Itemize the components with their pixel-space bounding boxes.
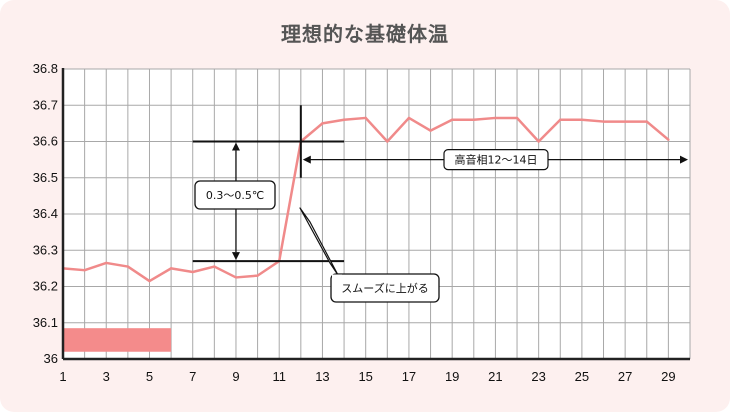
rise-arrow-head-up xyxy=(231,142,240,151)
rise-arrow-head-down xyxy=(231,252,240,261)
period-bar-group xyxy=(63,328,172,352)
data-point xyxy=(342,118,346,121)
rise-label-box xyxy=(194,180,276,210)
data-point xyxy=(148,279,151,283)
x-tick-label: 1 xyxy=(59,369,66,384)
data-point xyxy=(472,118,475,121)
smooth-rise-label: スムーズに上がる xyxy=(341,281,428,295)
x-tick-label: 11 xyxy=(272,369,286,384)
x-tick-label: 19 xyxy=(445,369,459,384)
grid xyxy=(62,68,691,360)
smooth-rise-tail-join xyxy=(332,274,342,279)
data-point xyxy=(537,140,540,143)
y-tick-label: 36.2 xyxy=(33,279,58,294)
data-point xyxy=(105,261,108,265)
data-point xyxy=(407,116,411,120)
x-tick-label: 15 xyxy=(358,369,372,384)
x-tick-label: 23 xyxy=(531,369,545,384)
data-point xyxy=(645,120,648,123)
data-point xyxy=(364,116,367,120)
y-tick-label: 36.5 xyxy=(33,170,58,185)
x-tick-label: 13 xyxy=(315,369,329,384)
data-point xyxy=(667,138,670,141)
data-point xyxy=(602,120,605,123)
data-point xyxy=(321,122,324,125)
data-point xyxy=(126,265,130,268)
high-phase-label: 高音相12〜14日 xyxy=(455,153,538,167)
axes xyxy=(61,68,690,361)
data-point xyxy=(494,116,497,120)
x-tick-label: 9 xyxy=(232,369,239,384)
period-bar xyxy=(63,328,172,352)
high-phase-label-box xyxy=(443,149,549,171)
data-point xyxy=(429,129,432,132)
data-point xyxy=(386,140,389,143)
data-point xyxy=(213,265,216,268)
x-tick-label: 25 xyxy=(575,369,589,384)
x-tick-label: 29 xyxy=(661,369,675,384)
x-tick-label: 3 xyxy=(103,369,110,384)
data-point xyxy=(450,118,454,121)
y-tick-label: 36.6 xyxy=(33,134,58,149)
smooth-rise-label-box xyxy=(330,273,440,303)
high-phase-arrow-head-left xyxy=(302,155,311,164)
y-tick-label: 36.4 xyxy=(33,206,58,221)
data-point xyxy=(191,270,194,274)
y-tick-label: 36 xyxy=(44,351,58,366)
x-tick-label: 21 xyxy=(488,369,502,384)
y-tick-label: 36.3 xyxy=(33,242,58,257)
x-tick-label: 27 xyxy=(618,369,632,384)
data-point xyxy=(559,118,562,121)
x-tick-label: 7 xyxy=(189,369,196,384)
y-tick-label: 36.8 xyxy=(33,61,58,76)
chart-title: 理想的な基礎体温 xyxy=(281,22,449,46)
data-point xyxy=(83,268,86,272)
data-point xyxy=(234,276,238,279)
x-tick-label: 5 xyxy=(146,369,153,384)
data-point xyxy=(169,267,173,270)
data-point xyxy=(515,116,519,120)
high-phase-arrow-head-right xyxy=(680,155,688,164)
data-point xyxy=(580,118,584,121)
y-tick-label: 36.7 xyxy=(33,97,58,112)
data-point xyxy=(623,120,627,123)
data-point xyxy=(256,274,259,277)
y-tick-label: 36.1 xyxy=(33,315,58,330)
x-tick-label: 17 xyxy=(402,369,416,384)
rise-label: 0.3〜0.5℃ xyxy=(206,189,264,202)
